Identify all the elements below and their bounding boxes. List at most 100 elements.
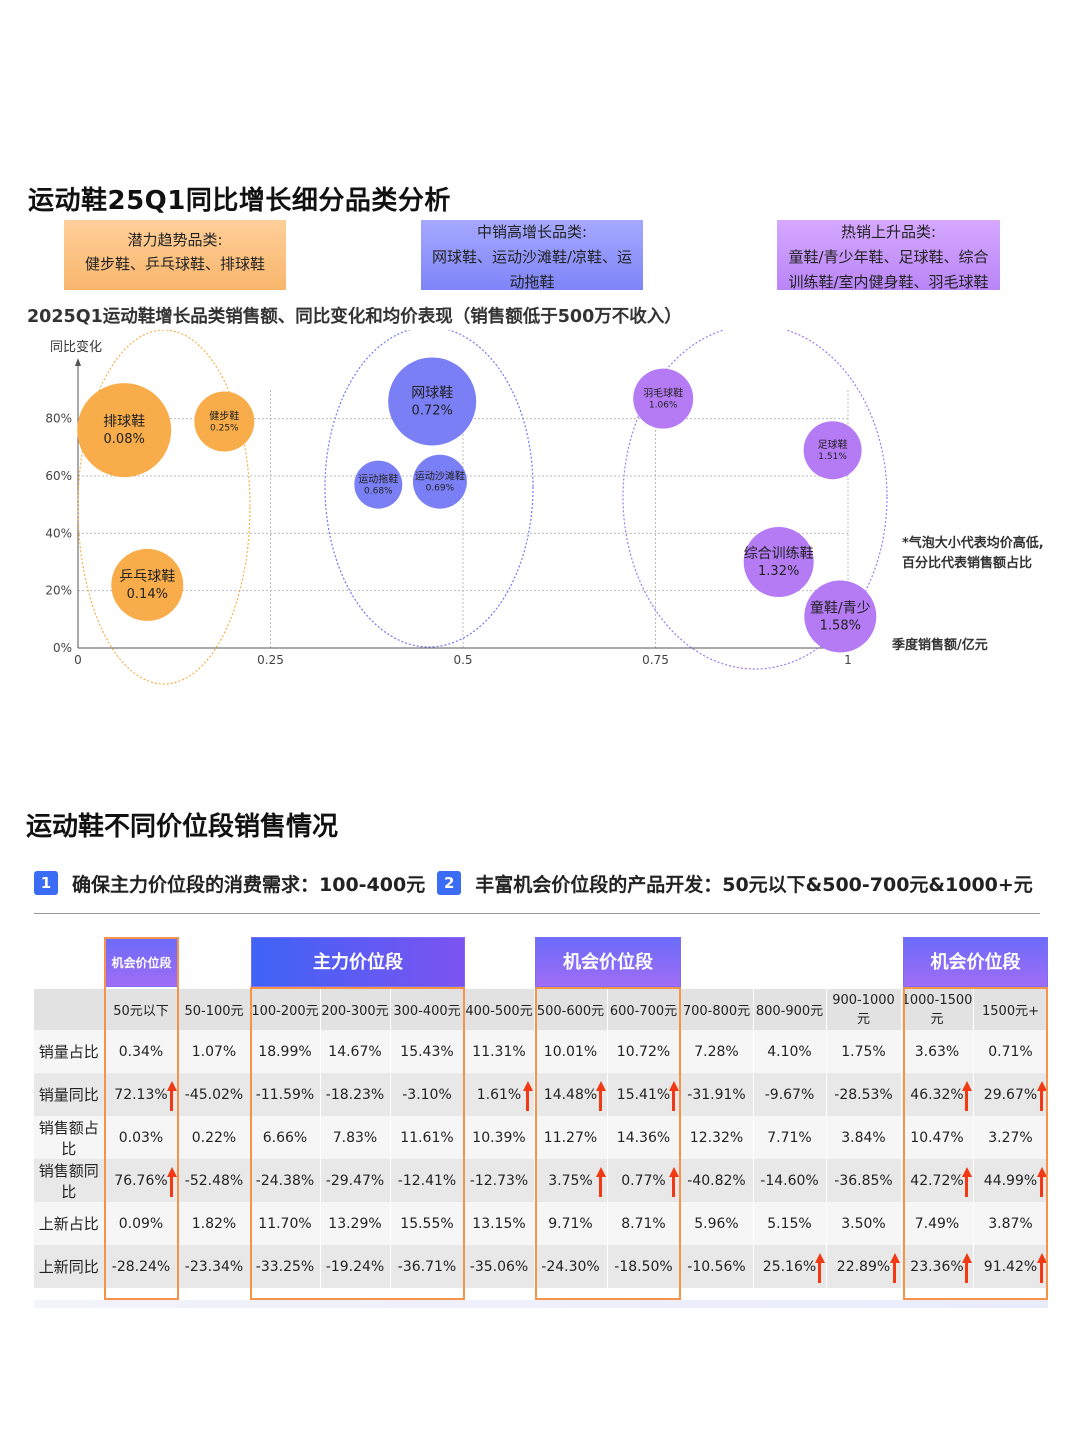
up-arrow-icon <box>668 1081 679 1111</box>
table-cell: -9.67% <box>753 1073 827 1116</box>
table-cell: 22.89% <box>826 1245 902 1288</box>
table-cell: -10.56% <box>680 1245 754 1288</box>
cell-value: -18.23% <box>325 1086 385 1103</box>
cell-value: 7.71% <box>767 1129 812 1146</box>
bubble <box>354 460 403 509</box>
point2-badge: 2 <box>437 871 462 895</box>
cell-value: 3.87% <box>988 1215 1033 1232</box>
up-arrow-icon <box>595 1081 606 1111</box>
table-cell: 72.13% <box>104 1073 179 1116</box>
up-arrow-icon <box>814 1253 825 1283</box>
cell-value: -45.02% <box>184 1086 244 1103</box>
bubble <box>388 357 477 446</box>
group-outline-3 <box>622 330 888 670</box>
price-band-header: 1500元+ <box>973 989 1049 1030</box>
table-row: 上新同比 -28.24% -23.34% -33.25% -19.24% -36.71% -… <box>34 1245 1049 1288</box>
key-points: 1 确保主力价位段的消费需求：100-400元 2 丰富机会价位段的产品开发：5… <box>34 868 1033 898</box>
cell-value: 3.63% <box>914 1043 960 1060</box>
up-arrow-icon <box>166 1167 177 1197</box>
table-cell: -36.85% <box>826 1159 902 1202</box>
cell-value: -36.85% <box>834 1172 893 1189</box>
table-cell: 4.10% <box>753 1030 827 1073</box>
bubble <box>743 527 814 597</box>
cell-value: 3.75% <box>548 1172 593 1189</box>
category-midsales-body: 网球鞋、运动沙滩鞋/凉鞋、运动拖鞋 <box>431 248 633 291</box>
table-cell: 11.70% <box>250 1202 321 1245</box>
price-band-header: 100-200元 <box>250 989 321 1030</box>
bubble-share: 0.08% <box>104 432 145 447</box>
table-cell: 3.50% <box>826 1202 902 1245</box>
bubble-share: 1.51% <box>818 452 847 462</box>
cell-value: 1.07% <box>191 1043 237 1060</box>
cell-value: 15.41% <box>616 1086 671 1103</box>
table-cell: 42.72% <box>901 1159 974 1202</box>
table-cell: -24.38% <box>250 1159 321 1202</box>
up-arrow-icon <box>961 1253 972 1283</box>
table-cell: 13.29% <box>320 1202 391 1245</box>
table-cell: 7.28% <box>680 1030 754 1073</box>
table-cell: -52.48% <box>178 1159 251 1202</box>
bubble-share: 0.25% <box>210 424 239 434</box>
cell-value: -19.24% <box>325 1258 385 1275</box>
bubble <box>804 580 877 653</box>
table-cell: 29.67% <box>973 1073 1049 1116</box>
opportunity-tag-2: 机会价位段 <box>535 937 681 987</box>
cell-value: -29.47% <box>325 1172 385 1189</box>
table-cell: 0.34% <box>104 1030 179 1073</box>
cell-value: 6.66% <box>262 1129 308 1146</box>
table-cell: 5.15% <box>753 1202 827 1245</box>
table-cell: 8.71% <box>607 1202 681 1245</box>
table-cell: 0.09% <box>104 1202 179 1245</box>
bubble <box>111 548 184 621</box>
section-divider <box>34 913 1040 914</box>
cell-value: -12.41% <box>397 1172 457 1189</box>
table-cell: 0.71% <box>973 1030 1049 1073</box>
price-band-header: 800-900元 <box>753 989 827 1030</box>
cell-value: -33.25% <box>255 1258 315 1275</box>
table-cell: -18.23% <box>320 1073 391 1116</box>
cell-value: 23.36% <box>910 1258 964 1275</box>
cell-value: 14.48% <box>543 1086 598 1103</box>
category-hot-heading: 热销上升品类: <box>840 223 937 241</box>
table-cell: -14.60% <box>753 1159 827 1202</box>
row-label: 销量占比 <box>34 1030 105 1073</box>
cell-value: 76.76% <box>114 1172 168 1189</box>
table-cell: 18.99% <box>250 1030 321 1073</box>
table-cell: 3.75% <box>534 1159 608 1202</box>
cell-value: 22.89% <box>836 1258 891 1275</box>
table-cell: 1.75% <box>826 1030 902 1073</box>
bubble-label: 运动拖鞋 <box>358 473 398 486</box>
cell-value: 8.71% <box>621 1215 666 1232</box>
table-cell: -40.82% <box>680 1159 754 1202</box>
table-cell: 1.07% <box>178 1030 251 1073</box>
price-band-header: 700-800元 <box>680 989 754 1030</box>
y-tick-label: 20% <box>45 584 72 598</box>
table-cell: 3.27% <box>973 1116 1049 1159</box>
table-header-row: 50元以下 50-100元 100-200元 200-300元 300-400元 400-… <box>34 989 1049 1030</box>
table-cell: -36.71% <box>390 1245 465 1288</box>
up-arrow-icon <box>595 1167 606 1197</box>
bubble-share: 1.32% <box>758 564 799 579</box>
bubble-share: 0.69% <box>426 484 455 494</box>
chart-subtitle: 2025Q1运动鞋增长品类销售额、同比变化和均价表现（销售额低于500万不收入） <box>27 307 682 327</box>
table-cell: 0.22% <box>178 1116 251 1159</box>
table-cell: 76.76% <box>104 1159 179 1202</box>
table-cell: 7.83% <box>320 1116 391 1159</box>
cell-value: -28.53% <box>834 1086 893 1103</box>
point2-text: 丰富机会价位段的产品开发：50元以下&500-700元&1000+元 <box>475 873 1033 896</box>
table-cell: 11.27% <box>534 1116 608 1159</box>
price-band-header: 400-500元 <box>464 989 535 1030</box>
price-band-header: 600-700元 <box>607 989 681 1030</box>
cell-value: 11.31% <box>472 1043 526 1060</box>
bubble-share: 0.72% <box>412 403 453 418</box>
y-tick-label: 40% <box>45 526 72 540</box>
up-arrow-icon <box>166 1081 177 1111</box>
table-cell: -45.02% <box>178 1073 251 1116</box>
chart-note: *气泡大小代表均价高低, 百分比代表销售额占比 <box>902 534 1044 574</box>
cell-value: 12.32% <box>689 1129 744 1146</box>
table-cell: 14.36% <box>607 1116 681 1159</box>
table-cell: 46.32% <box>901 1073 974 1116</box>
cell-value: 3.84% <box>841 1129 886 1146</box>
price-band-header: 50元以下 <box>104 989 179 1030</box>
cell-value: 9.71% <box>548 1215 593 1232</box>
